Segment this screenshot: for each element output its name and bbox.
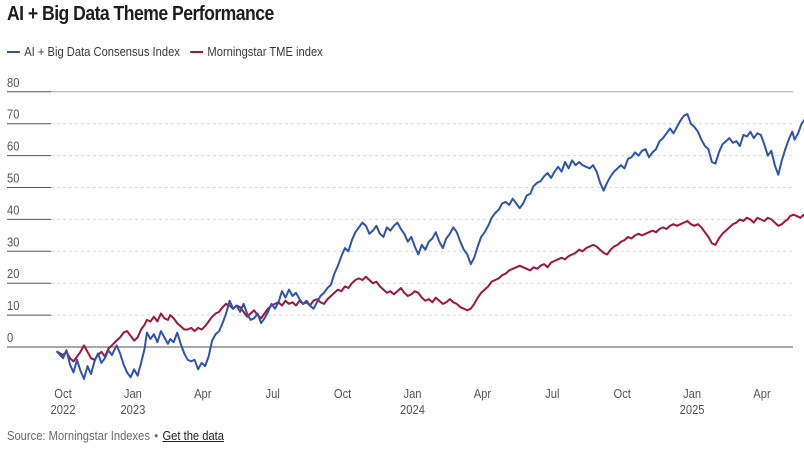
chart-title: AI + Big Data Theme Performance: [7, 3, 274, 25]
legend-item-ai-big-data: AI + Big Data Consensus Index: [7, 44, 180, 59]
x-tick-year-label: 2022: [51, 402, 76, 417]
y-tick-label: 10: [7, 298, 20, 313]
legend-swatch-ai-big-data: [7, 50, 20, 53]
y-tick-label: 20: [7, 266, 20, 281]
legend-label-tme: Morningstar TME index: [207, 44, 323, 59]
x-tick-label: Jan: [403, 386, 421, 401]
x-tick-label: Jul: [266, 386, 280, 401]
x-tick-label: Jul: [545, 386, 559, 401]
y-tick-label: 70: [7, 107, 20, 122]
legend-swatch-tme: [190, 50, 204, 53]
y-tick-label: 50: [7, 171, 20, 186]
y-tick-label: 0: [7, 330, 13, 345]
y-tick-label: 30: [7, 235, 20, 250]
x-tick-label: Apr: [474, 386, 491, 401]
x-tick-year-label: 2024: [400, 402, 425, 417]
footer: Source: Morningstar Indexes • Get the data: [7, 428, 224, 443]
y-tick-label: 60: [7, 139, 20, 154]
x-tick-label: Oct: [54, 386, 72, 401]
legend-label-ai-big-data: AI + Big Data Consensus Index: [24, 44, 180, 59]
x-tick-label: Oct: [334, 386, 352, 401]
x-tick-year-label: 2025: [680, 402, 705, 417]
get-the-data-link[interactable]: Get the data: [162, 428, 225, 443]
legend-item-tme: Morningstar TME index: [190, 44, 323, 59]
x-tick-label: Jan: [124, 386, 142, 401]
x-tick-label: Apr: [753, 386, 770, 401]
x-tick-year-label: 2023: [120, 402, 145, 417]
x-tick-label: Oct: [614, 386, 632, 401]
series-line-ai-big-data: [56, 113, 804, 380]
legend: AI + Big Data Consensus Index Morningsta…: [7, 44, 323, 59]
series-line-tme: [56, 213, 804, 363]
source-text: Source: Morningstar Indexes: [7, 428, 150, 443]
x-tick-label: Jan: [683, 386, 701, 401]
y-tick-label: 40: [7, 203, 20, 218]
y-tick-label: 80: [7, 75, 20, 90]
separator-dot: •: [154, 428, 159, 443]
x-tick-label: Apr: [194, 386, 211, 401]
